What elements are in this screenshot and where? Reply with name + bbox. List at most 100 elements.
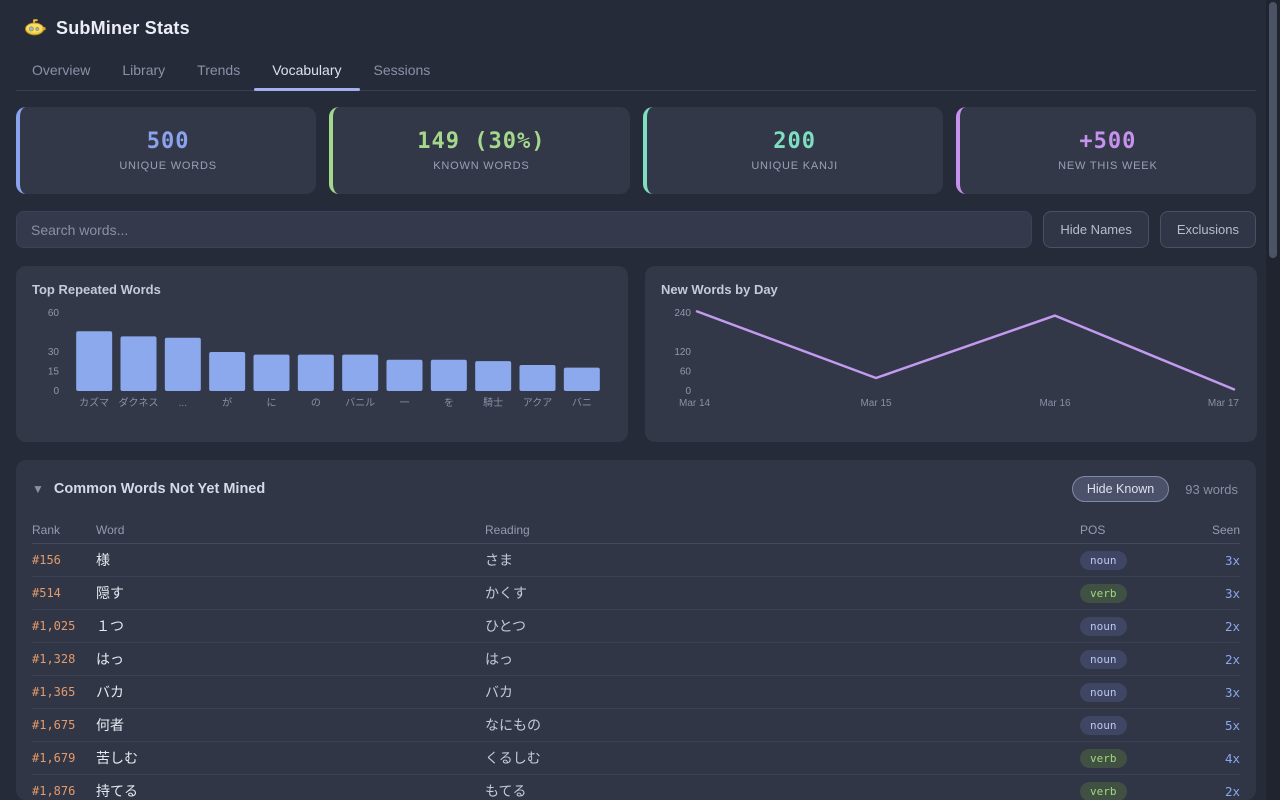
table-row[interactable]: #156 様 さま noun 3x xyxy=(32,544,1240,577)
seen-cell: 3x xyxy=(1224,585,1240,601)
reading-cell: かくす xyxy=(485,585,527,601)
seen-cell: 2x xyxy=(1224,783,1240,799)
y-tick-label: 60 xyxy=(48,308,60,319)
reading-cell: バカ xyxy=(485,684,513,700)
stat-label: UNIQUE WORDS xyxy=(119,160,217,172)
bar-騎士 xyxy=(475,361,512,391)
line-chart-card: New Words by Day 0 60 120 240 Mar 14 Mar 15 Ma… xyxy=(645,266,1257,442)
x-tick-label: ... xyxy=(179,398,187,409)
bar-カズマ xyxy=(76,331,113,391)
bar-chart-title: Top Repeated Words xyxy=(32,282,161,297)
column-header-pos: POS xyxy=(1080,522,1106,537)
exclusions-button[interactable]: Exclusions xyxy=(1159,211,1256,248)
search-row: Hide Names Exclusions xyxy=(16,211,1256,248)
stat-value: 500 xyxy=(146,129,190,154)
pos-badge-noun: noun xyxy=(1080,715,1127,735)
reading-cell: くるしむ xyxy=(485,750,541,766)
new-words-by-day-chart: 0 60 120 240 Mar 14 Mar 15 Mar 16 Mar 17 xyxy=(674,308,1240,409)
x-tick-label: が xyxy=(222,396,232,409)
y-tick-label: 30 xyxy=(48,347,60,358)
stat-card-unique-words: 500 UNIQUE WORDS xyxy=(16,107,317,194)
tab-trends[interactable]: Trends xyxy=(197,62,241,78)
bar-が xyxy=(209,352,246,391)
x-tick-label: バニ xyxy=(572,397,592,409)
pos-badge-noun: noun xyxy=(1080,550,1127,570)
pos-cell: verb xyxy=(1080,748,1180,768)
bar-chart-card: Top Repeated Words 0 15 30 60 カズマ ダクネス... が に の バ… xyxy=(16,266,628,442)
column-header-rank: Rank xyxy=(32,522,61,537)
x-tick-label: Mar 16 xyxy=(1039,398,1071,409)
collapse-toggle-icon[interactable]: ▼ xyxy=(32,482,44,496)
y-tick-label: 60 xyxy=(680,367,692,378)
pos-cell: verb xyxy=(1080,781,1180,800)
reading-cell: もてる xyxy=(485,783,527,799)
table-row[interactable]: #514 隠す かくす verb 3x xyxy=(32,577,1240,610)
pos-cell: noun xyxy=(1080,616,1180,636)
rank-cell: #1,025 xyxy=(32,619,76,633)
page-scrollbar-thumb[interactable] xyxy=(1269,2,1277,258)
bar-一 xyxy=(386,359,423,391)
seen-cell: 4x xyxy=(1224,750,1240,766)
stat-label: NEW THIS WEEK xyxy=(1058,160,1158,172)
submarine-icon xyxy=(24,17,46,39)
bar-ダクネス xyxy=(120,336,157,391)
tab-vocabulary[interactable]: Vocabulary xyxy=(254,58,360,91)
rank-cell: #1,876 xyxy=(32,784,76,798)
tab-sessions[interactable]: Sessions xyxy=(373,62,431,78)
pos-badge-noun: noun xyxy=(1080,616,1127,636)
bar-バニ xyxy=(563,367,600,391)
table-row[interactable]: #1,365 バカ バカ noun 3x xyxy=(32,676,1240,709)
stat-value: 149 (30%) xyxy=(417,129,546,154)
stat-card-unique-kanji: 200 UNIQUE KANJI xyxy=(642,107,943,194)
word-cell: 苦しむ xyxy=(96,750,138,766)
pos-badge-noun: noun xyxy=(1080,649,1127,669)
table-row[interactable]: #1,328 はっ はっ noun 2x xyxy=(32,643,1240,676)
rank-cell: #514 xyxy=(32,586,61,600)
rank-cell: #1,679 xyxy=(32,751,76,765)
word-cell: はっ xyxy=(96,651,124,667)
word-cell: バカ xyxy=(96,684,124,700)
seen-cell: 5x xyxy=(1224,717,1240,733)
bar-アクア xyxy=(519,365,556,391)
rank-cell: #1,328 xyxy=(32,652,76,666)
x-tick-label: カズマ xyxy=(79,396,109,409)
tab-library[interactable]: Library xyxy=(122,62,166,78)
pos-badge-verb: verb xyxy=(1080,781,1127,800)
table-column-headers: Rank Word Reading POS Seen xyxy=(32,516,1240,544)
y-tick-label: 120 xyxy=(674,347,691,358)
table-row[interactable]: #1,675 何者 なにもの noun 5x xyxy=(32,709,1240,742)
reading-cell: はっ xyxy=(485,651,513,667)
bar-の xyxy=(297,354,334,391)
search-input[interactable] xyxy=(16,211,1033,248)
bar-バニル xyxy=(342,354,379,391)
seen-cell: 2x xyxy=(1224,651,1240,667)
column-header-reading: Reading xyxy=(485,522,530,537)
rank-cell: #1,675 xyxy=(32,718,76,732)
common-words-section: ▼ Common Words Not Yet Mined Hide Known … xyxy=(16,460,1256,800)
stat-value: +500 xyxy=(1079,129,1137,154)
app-header: SubMiner Stats xyxy=(16,12,1256,44)
y-tick-label: 15 xyxy=(48,367,60,378)
table-row[interactable]: #1,025 １つ ひとつ noun 2x xyxy=(32,610,1240,643)
x-tick-label: Mar 17 xyxy=(1208,398,1240,409)
x-tick-label: アクア xyxy=(523,397,553,409)
tab-bar: Overview Library Trends Vocabulary Sessions xyxy=(16,58,1256,91)
pos-cell: noun xyxy=(1080,550,1180,570)
pos-cell: noun xyxy=(1080,682,1180,702)
x-tick-label: 一 xyxy=(400,398,410,409)
tab-overview[interactable]: Overview xyxy=(32,62,91,78)
table-row[interactable]: #1,679 苦しむ くるしむ verb 4x xyxy=(32,742,1240,775)
x-tick-label: Mar 14 xyxy=(679,398,711,409)
stat-label: UNIQUE KANJI xyxy=(751,160,838,172)
reading-cell: さま xyxy=(485,552,513,568)
line-chart-title: New Words by Day xyxy=(661,282,778,297)
pos-badge-verb: verb xyxy=(1080,748,1127,768)
y-tick-label: 0 xyxy=(685,386,691,397)
stat-label: KNOWN WORDS xyxy=(433,160,530,172)
table-row[interactable]: #1,876 持てる もてる verb 2x xyxy=(32,775,1240,800)
word-cell: 持てる xyxy=(96,783,138,799)
x-tick-label: ダクネス xyxy=(119,396,159,409)
hide-known-button[interactable]: Hide Known xyxy=(1071,476,1170,502)
pos-cell: noun xyxy=(1080,649,1180,669)
hide-names-button[interactable]: Hide Names xyxy=(1043,211,1149,248)
